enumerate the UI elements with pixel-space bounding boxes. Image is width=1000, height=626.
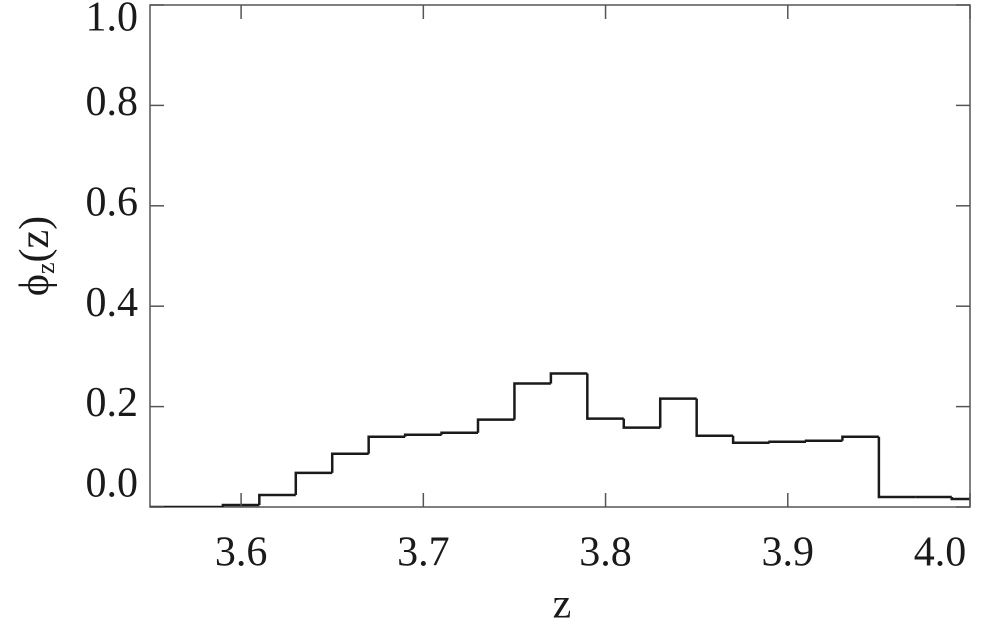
x-tick-label: 3.8 [579, 530, 632, 576]
y-tick-label: 0.4 [86, 280, 139, 326]
plot-frame [149, 4, 971, 508]
histogram-step [804, 439, 843, 442]
histogram-step [258, 493, 296, 505]
histogram-step [695, 398, 734, 437]
histogram-step [841, 435, 879, 441]
histogram-step [294, 471, 333, 495]
y-label-symbol: ϕ [12, 274, 58, 296]
histogram-step [731, 435, 770, 444]
x-tick-label: 3.6 [215, 530, 268, 576]
x-tick-label: 3.9 [762, 530, 815, 576]
plot-area [150, 372, 970, 507]
histogram-step [367, 435, 406, 454]
histogram-step [403, 433, 442, 437]
histogram-step [513, 382, 551, 420]
y-axis-label: ϕz(z) [12, 216, 60, 296]
x-tick-label: 3.7 [397, 530, 450, 576]
x-tick-label: 4.0 [914, 530, 967, 576]
y-tick-label: 1.0 [86, 0, 139, 41]
histogram-step [950, 496, 970, 501]
y-label-subscript: z [31, 262, 60, 274]
histogram-step [330, 452, 369, 473]
histogram-step [476, 418, 515, 433]
y-tick-label: 0.0 [86, 461, 139, 507]
histogram-step [658, 397, 697, 428]
histogram-step [877, 436, 916, 499]
histogram-step [440, 431, 478, 435]
histogram-step [768, 440, 806, 443]
histogram-step [586, 373, 624, 420]
y-tick-label: 0.6 [86, 179, 139, 225]
histogram-step [549, 372, 588, 384]
y-label-argument: (z) [12, 216, 58, 263]
y-tick-label: 0.2 [86, 380, 139, 426]
x-axis-label: z [553, 582, 572, 626]
histogram-step [221, 503, 260, 507]
histogram-step [622, 418, 661, 429]
y-tick-label: 0.8 [86, 79, 139, 125]
